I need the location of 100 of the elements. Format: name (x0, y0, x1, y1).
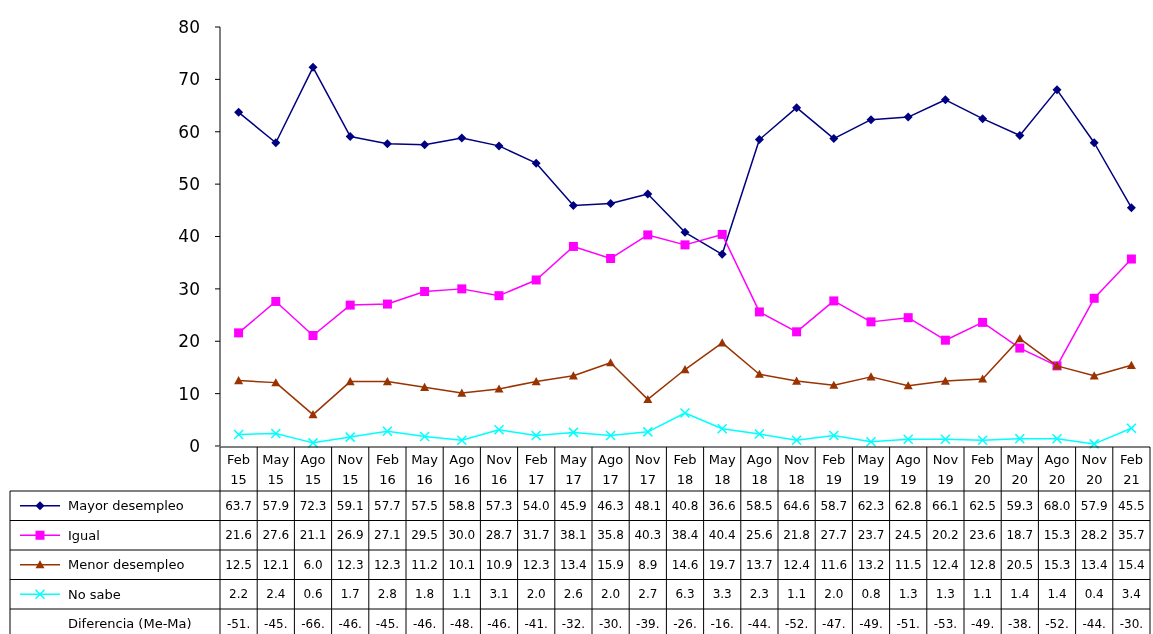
point (1015, 343, 1025, 353)
point (530, 430, 542, 441)
data-label: 3.1 (489, 587, 509, 602)
point (1015, 334, 1025, 343)
point (940, 335, 950, 345)
text: -53. (933, 616, 958, 631)
data-label: 27.7 (820, 528, 848, 543)
data-label: 2.0 (526, 587, 546, 602)
point (531, 275, 541, 285)
data-label: 13.4 (1080, 557, 1108, 572)
data-label: 57.9 (1080, 498, 1108, 513)
data-label: 8.9 (638, 557, 658, 572)
data-label: 21.6 (225, 528, 252, 543)
text: -30. (1119, 616, 1144, 631)
x-tick-label: Nov 19 (932, 452, 959, 487)
x-tick-label: May 16 (411, 452, 439, 487)
data-label: 27.6 (262, 528, 290, 543)
data-label: 1.1 (787, 587, 807, 602)
data-label: 15.9 (597, 557, 624, 572)
text: -26. (673, 616, 697, 631)
point (1089, 138, 1099, 148)
data-label: 2.0 (601, 587, 621, 602)
point (643, 230, 653, 240)
data-label: 20.2 (932, 528, 959, 543)
point (1052, 85, 1062, 95)
y-tick-label: 30 (178, 278, 200, 299)
legend-label: Mayor desempleo (68, 498, 184, 514)
data-label: 1.3 (898, 587, 918, 602)
data-label: 48.1 (634, 498, 662, 513)
text: -52. (784, 616, 809, 631)
x-tick-label: Nov 17 (635, 452, 661, 487)
point (420, 140, 430, 150)
text: -45. (264, 616, 288, 631)
data-label: 26.9 (336, 528, 364, 543)
data-label: 31.7 (522, 528, 550, 543)
point (568, 427, 579, 438)
data-label: 45.5 (1118, 498, 1145, 513)
point (940, 376, 950, 385)
data-label: 46.3 (597, 498, 624, 513)
data-label: 24.5 (894, 528, 922, 543)
data-label: 72.3 (299, 498, 327, 513)
data-label: 40.8 (671, 498, 699, 513)
point (903, 381, 913, 390)
point (717, 338, 727, 347)
point (717, 229, 727, 239)
point (420, 382, 430, 391)
data-label: 1.1 (973, 587, 993, 602)
x-tick-label: Nov 18 (783, 452, 810, 487)
data-label: 57.3 (485, 498, 513, 513)
point (1089, 371, 1099, 380)
point (606, 254, 616, 263)
x-tick-label: May 20 (1006, 452, 1034, 487)
x-tick-label: May 15 (262, 452, 290, 487)
data-label: 2.4 (266, 587, 286, 602)
point (1051, 433, 1063, 444)
text: Diferencia (Me-Ma) (68, 616, 192, 632)
x-tick-label: Feb 20 (971, 452, 995, 487)
text: -46. (487, 616, 511, 631)
point (345, 131, 355, 141)
y-tick-label: 40 (178, 226, 200, 247)
legend-label: No sabe (68, 586, 121, 602)
text: -47. (822, 616, 846, 631)
data-label: 58.7 (820, 498, 848, 513)
point (1126, 203, 1136, 213)
text: -16. (710, 616, 734, 631)
x-tick-label: Ago 19 (895, 452, 921, 487)
data-label: 38.1 (560, 528, 587, 543)
y-tick-label: 20 (178, 331, 200, 352)
point (308, 62, 318, 72)
data-label: 21.1 (299, 528, 327, 543)
point (605, 430, 616, 441)
point (754, 369, 764, 378)
point (1014, 433, 1026, 444)
point (1126, 254, 1136, 264)
data-label: 10.9 (485, 557, 513, 572)
data-label: 54.0 (522, 498, 550, 513)
text: -46. (412, 616, 437, 631)
data-label: 58.8 (448, 498, 476, 513)
point (679, 407, 691, 419)
point (791, 434, 802, 446)
point (270, 428, 282, 439)
point (457, 284, 467, 294)
point (903, 313, 913, 323)
point (978, 317, 988, 327)
x-tick-label: Feb 18 (673, 452, 697, 487)
point (642, 426, 654, 438)
point (680, 227, 690, 237)
point (903, 112, 913, 122)
data-label: 11.6 (820, 557, 848, 572)
data-label: 57.9 (262, 498, 290, 513)
x-tick-label: Ago 18 (746, 452, 772, 487)
data-label: 12.4 (932, 557, 959, 572)
data-label: 12.5 (225, 557, 252, 572)
text: -32. (561, 616, 586, 631)
text: -66. (301, 616, 325, 631)
x-tick-label: Feb 17 (524, 452, 548, 487)
point (680, 365, 690, 374)
data-label: 2.0 (824, 587, 844, 602)
point (754, 307, 764, 317)
point (717, 249, 727, 259)
